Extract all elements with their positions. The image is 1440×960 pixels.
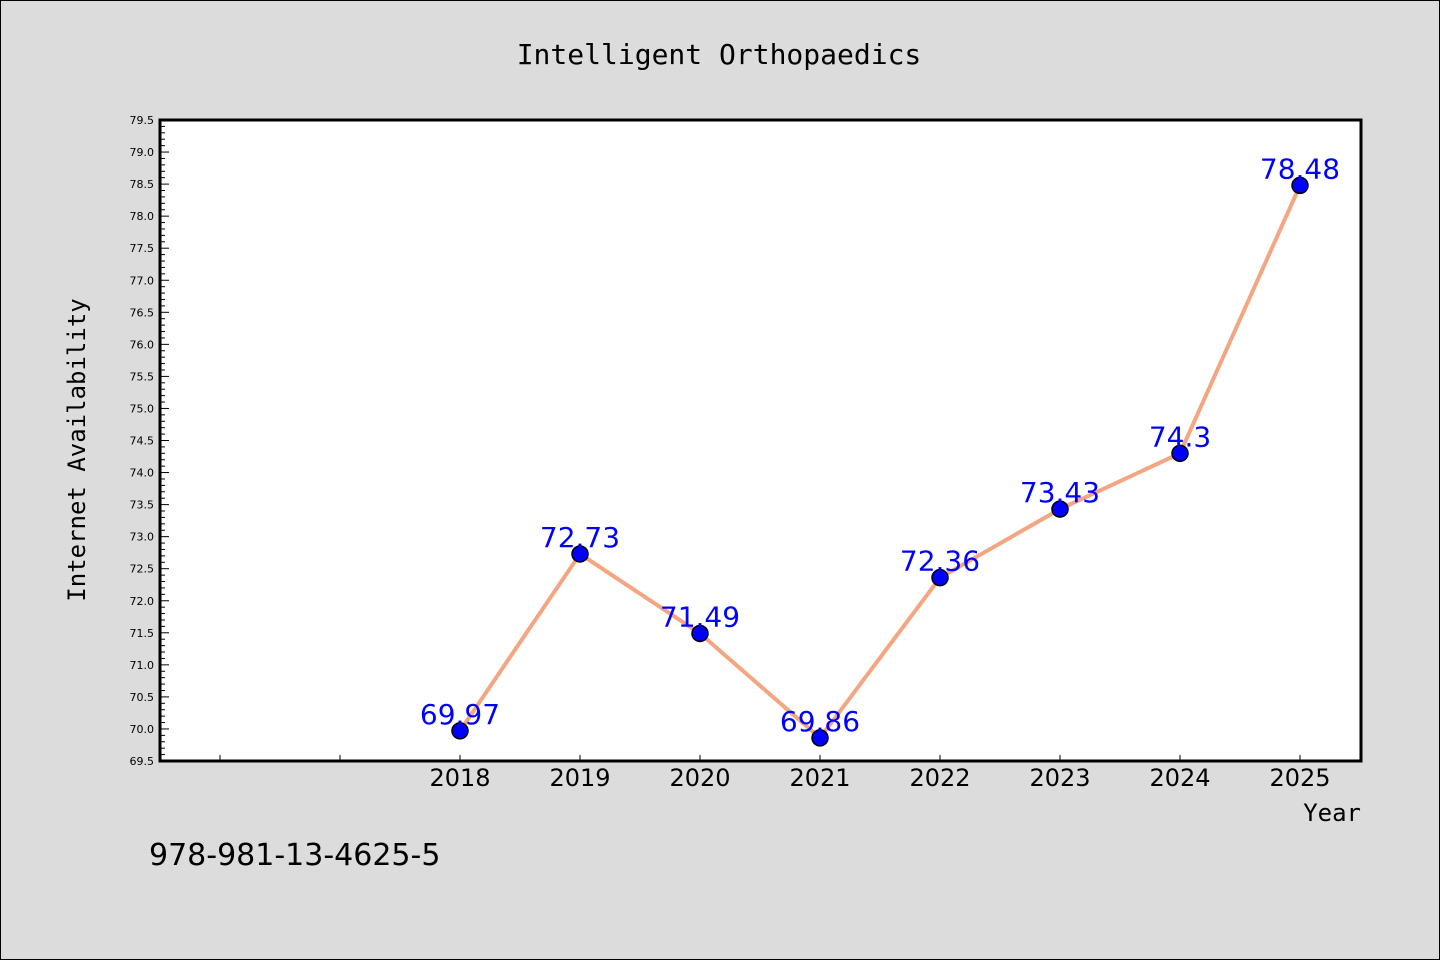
- y-tick-label: 77.5: [130, 242, 155, 255]
- x-tick-label: 2022: [909, 764, 970, 792]
- y-tick-label: 75.5: [130, 370, 155, 383]
- data-labels: 69.97 72.73 71.49 69.86 72.36 73.43 74.3 78.48: [420, 152, 1340, 738]
- x-tick-label: 2020: [669, 764, 730, 792]
- data-point: [1051, 500, 1069, 518]
- y-axis: 69.5 70.0 70.5 71.0 71.5 72.0 72.5 73.0 73.5 74.0…: [130, 114, 169, 768]
- data-point: [571, 545, 589, 563]
- y-tick-label: 71.0: [130, 659, 155, 672]
- y-tick-label: 79.5: [130, 114, 155, 127]
- x-axis: 2018 2019 2020 2021 2022 2023 2024 2025: [219, 755, 1331, 792]
- plot-area: [158, 118, 1363, 763]
- data-label: 71.49: [660, 600, 740, 633]
- y-axis-label: Internet Availability: [63, 298, 91, 601]
- y-tick-label: 73.0: [130, 531, 155, 544]
- y-tick-label: 76.5: [130, 306, 155, 319]
- x-tick-label: 2021: [789, 764, 850, 792]
- y-tick-label: 77.0: [130, 274, 155, 287]
- data-point: [931, 568, 949, 587]
- y-tick-label: 72.0: [130, 595, 155, 608]
- data-label: 72.73: [540, 521, 620, 554]
- data-label: 74.3: [1149, 420, 1211, 453]
- x-tick-label: 2018: [429, 764, 490, 792]
- chart-title: Intelligent Orthopaedics: [517, 38, 922, 71]
- x-tick-label: 2023: [1029, 764, 1090, 792]
- x-tick-label: 2025: [1269, 764, 1330, 792]
- y-tick-label: 69.5: [130, 755, 155, 768]
- y-tick-label: 74.0: [130, 467, 155, 480]
- x-tick-label: 2024: [1149, 764, 1210, 792]
- footer-isbn: 978-981-13-4625-5: [149, 838, 440, 873]
- data-label: 69.86: [780, 705, 860, 738]
- y-tick-label: 78.5: [130, 178, 155, 191]
- data-label: 73.43: [1020, 476, 1100, 509]
- y-tick-label: 70.0: [130, 723, 155, 736]
- data-label: 69.97: [420, 698, 500, 731]
- data-label: 78.48: [1260, 152, 1340, 185]
- y-tick-label: 75.0: [130, 402, 155, 415]
- y-tick-label: 73.5: [130, 499, 155, 512]
- data-point: [1171, 444, 1189, 463]
- y-tick-label: 79.0: [130, 146, 155, 159]
- y-tick-label: 78.0: [130, 210, 155, 223]
- y-tick-label: 72.5: [130, 563, 155, 576]
- data-label: 72.36: [900, 545, 980, 578]
- y-tick-label: 74.5: [130, 435, 155, 448]
- data-point: [691, 624, 709, 643]
- y-tick-label: 76.0: [130, 338, 155, 351]
- series-line: [458, 184, 1302, 740]
- data-point: [451, 722, 469, 740]
- y-tick-label: 70.5: [130, 691, 155, 704]
- x-axis-label: Year: [1303, 799, 1361, 827]
- data-points: [451, 176, 1309, 747]
- y-tick-label: 71.5: [130, 627, 155, 640]
- data-point: [811, 729, 829, 747]
- data-point: [1291, 176, 1309, 195]
- x-tick-label: 2019: [549, 764, 610, 792]
